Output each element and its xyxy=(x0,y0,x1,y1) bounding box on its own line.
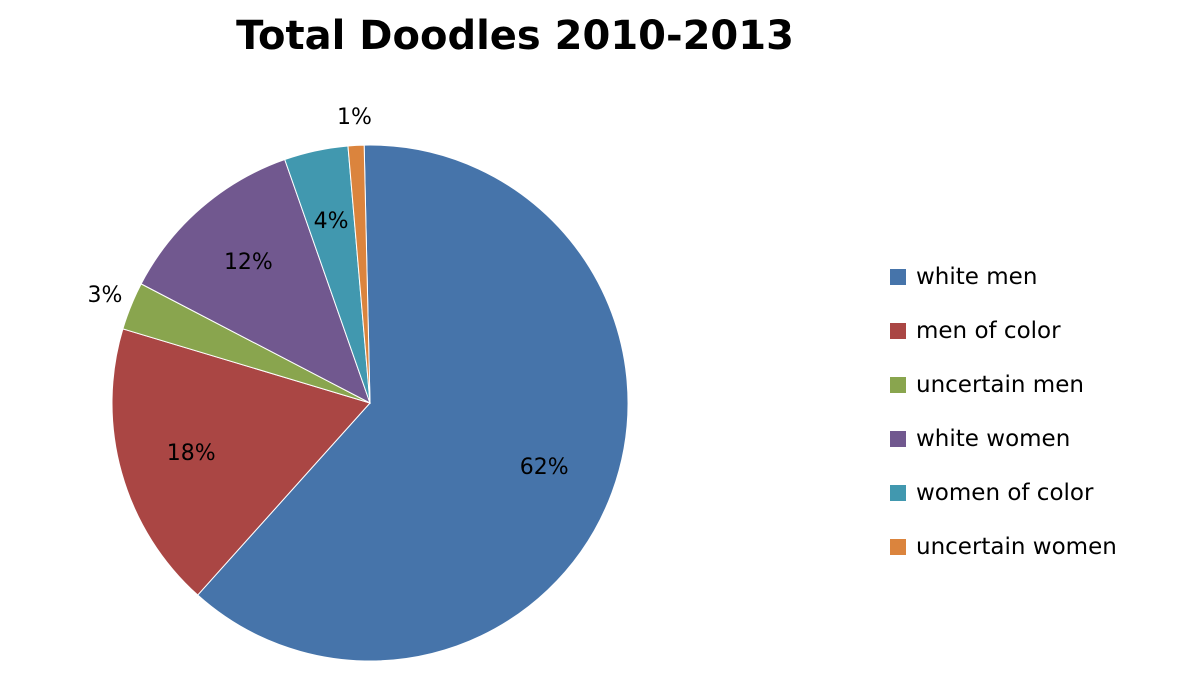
legend-item-white-men: white men xyxy=(890,250,1117,304)
pie-slice-white-men xyxy=(196,144,629,662)
legend-item-white-women: white women xyxy=(890,412,1117,466)
legend-label: white men xyxy=(916,264,1038,290)
legend-swatch xyxy=(890,539,906,555)
data-label-women-of-color: 4% xyxy=(314,209,349,234)
legend-swatch xyxy=(890,485,906,501)
legend-label: men of color xyxy=(916,318,1061,344)
legend-item-uncertain-men: uncertain men xyxy=(890,358,1117,412)
legend-item-uncertain-women: uncertain women xyxy=(890,520,1117,574)
data-label-white-men: 62% xyxy=(520,455,569,480)
data-label-uncertain-women: 1% xyxy=(337,105,372,130)
pie-slice-white-women xyxy=(140,158,371,405)
pie-data-labels: 62% 18% 3% 12% 4% 1% xyxy=(88,105,569,480)
data-label-uncertain-men: 3% xyxy=(88,283,123,308)
legend-label: white women xyxy=(916,426,1071,452)
legend-label: uncertain men xyxy=(916,372,1084,398)
legend-swatch xyxy=(890,269,906,285)
chart-title: Total Doodles 2010-2013 xyxy=(236,13,794,59)
chart-legend: white men men of color uncertain men white … xyxy=(890,250,1117,574)
pie-slices xyxy=(111,144,629,662)
pie-slice-uncertain-women xyxy=(347,144,371,404)
legend-label: women of color xyxy=(916,480,1094,506)
legend-swatch xyxy=(890,431,906,447)
pie-slice-men-of-color xyxy=(111,328,371,596)
legend-item-men-of-color: men of color xyxy=(890,304,1117,358)
legend-label: uncertain women xyxy=(916,534,1117,560)
data-label-white-women: 12% xyxy=(224,250,273,275)
data-label-men-of-color: 18% xyxy=(167,441,216,466)
legend-swatch xyxy=(890,377,906,393)
legend-item-women-of-color: women of color xyxy=(890,466,1117,520)
legend-swatch xyxy=(890,323,906,339)
